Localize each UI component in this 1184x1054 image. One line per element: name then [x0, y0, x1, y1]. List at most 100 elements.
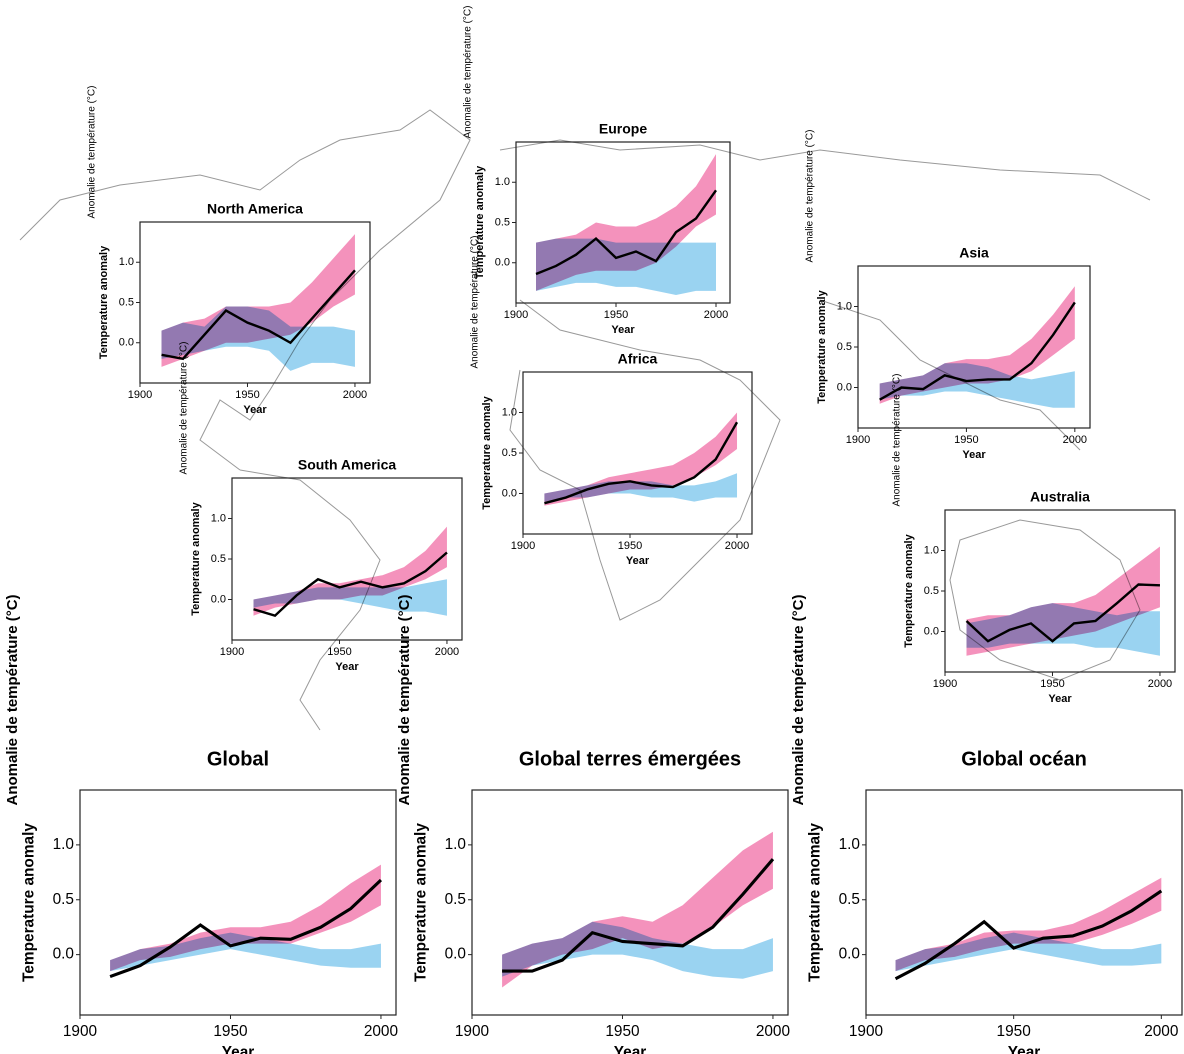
y-tick-label: 0.5: [839, 891, 860, 908]
y-tick-label: 0.0: [53, 946, 74, 963]
y-axis-label-alt: Anomalie de température (°C): [790, 594, 807, 805]
y-axis-label-alt: Anomalie de température (°C): [87, 86, 98, 219]
x-tick-label: 1900: [63, 1023, 97, 1040]
chart-title: Global terres émergées: [519, 748, 741, 770]
y-axis-label: Temperature anomaly: [190, 501, 202, 615]
y-axis-label-alt: Anomalie de température (°C): [892, 374, 903, 507]
x-tick-label: 2000: [364, 1023, 398, 1040]
band: [253, 579, 447, 616]
y-axis-label: Temperature anomaly: [413, 823, 430, 982]
y-axis-label: Temperature anomaly: [903, 533, 915, 647]
panel: 1900 1950 2000 0.0 0.5 1.0 North America Year Te…: [87, 86, 371, 416]
x-tick-label: 1900: [455, 1023, 489, 1040]
data-line: [894, 889, 1163, 981]
panel: 1900 1950 2000 0.0 0.5 1.0 Australia Year Temper…: [892, 374, 1176, 705]
y-tick-label: 0.0: [502, 487, 517, 499]
y-tick-label: 0.5: [495, 216, 510, 228]
panel: 1900 1950 2000 0.0 0.5 1.0 South America Year Te…: [179, 342, 463, 673]
y-tick-label: 0.0: [119, 337, 134, 349]
y-tick-label: 0.0: [495, 257, 510, 269]
x-tick-label: 1950: [1040, 678, 1064, 690]
x-tick-label: 2000: [343, 389, 367, 401]
x-tick-label: 1950: [618, 540, 642, 552]
x-tick-label: 1950: [997, 1023, 1031, 1040]
y-tick-label: 0.0: [211, 593, 226, 605]
y-tick-label: 1.0: [839, 836, 860, 853]
x-tick-label: 1950: [327, 646, 351, 658]
y-tick-label: 0.5: [502, 447, 517, 459]
y-axis-label: Temperature anomaly: [481, 395, 493, 509]
y-tick-label: 0.5: [211, 553, 226, 565]
x-tick-label: 1900: [511, 540, 535, 552]
y-tick-label: 0.5: [924, 585, 939, 597]
band: [161, 306, 355, 371]
y-axis-label: Temperature anomaly: [807, 823, 824, 982]
x-axis-label: Year: [335, 661, 359, 673]
data-line: [109, 878, 383, 979]
plot-frame: [471, 789, 789, 1016]
x-axis-label: Year: [626, 555, 650, 567]
x-tick-label: 2000: [756, 1023, 790, 1040]
data-line: [544, 421, 739, 505]
band: [879, 363, 1075, 408]
panel: 1900 1950 2000 0.0 0.5 1.0 Africa Year Temperatu…: [470, 236, 753, 567]
chart-title: Global océan: [961, 748, 1087, 770]
y-tick-label: 1.0: [495, 176, 510, 188]
chart-title: South America: [298, 457, 396, 473]
x-tick-label: 1900: [504, 309, 528, 321]
x-tick-label: 1900: [220, 646, 244, 658]
band: [536, 238, 716, 295]
y-tick-label: 0.5: [445, 891, 466, 908]
y-axis-label-alt: Anomalie de température (°C): [4, 594, 21, 805]
x-tick-label: 2000: [1144, 1023, 1178, 1040]
y-tick-label: 1.0: [445, 836, 466, 853]
chart-title: Africa: [618, 351, 658, 367]
panel: 1900 1950 2000 0.0 0.5 1.0 Global Year Temperatu…: [4, 594, 398, 1054]
x-axis-label: Year: [1048, 693, 1072, 705]
y-axis-label-alt: Anomalie de température (°C): [179, 342, 190, 475]
data-line: [161, 269, 356, 361]
y-tick-label: 1.0: [53, 836, 74, 853]
x-tick-label: 1900: [846, 434, 870, 446]
y-tick-label: 1.0: [119, 256, 134, 268]
panel: 1900 1950 2000 0.0 0.5 1.0 Global océan Year Tem…: [790, 594, 1183, 1054]
band: [895, 932, 1162, 972]
x-axis-label: Year: [1008, 1044, 1041, 1054]
x-axis-label: Year: [962, 449, 986, 461]
data-line: [535, 189, 717, 276]
y-tick-label: 0.5: [53, 891, 74, 908]
band: [544, 473, 738, 502]
x-tick-label: 2000: [725, 540, 749, 552]
panel: 1900 1950 2000 0.0 0.5 1.0 Asia Year Temperature…: [805, 130, 1091, 461]
y-tick-label: 1.0: [837, 300, 852, 312]
x-tick-label: 1950: [235, 389, 259, 401]
chart-title: Global: [207, 748, 269, 770]
band: [110, 932, 381, 972]
y-axis-label: Temperature anomaly: [98, 245, 110, 359]
x-tick-label: 2000: [435, 646, 459, 658]
y-tick-label: 0.0: [837, 381, 852, 393]
x-tick-label: 2000: [704, 309, 728, 321]
chart-title: Europe: [599, 121, 647, 137]
data-line: [965, 583, 1160, 643]
x-tick-label: 2000: [1063, 434, 1087, 446]
x-axis-label: Year: [611, 324, 635, 336]
data-line: [253, 551, 448, 618]
x-tick-label: 1950: [605, 1023, 639, 1040]
x-tick-label: 1900: [128, 389, 152, 401]
x-tick-label: 1950: [213, 1023, 247, 1040]
y-tick-label: 0.0: [839, 946, 860, 963]
y-tick-label: 0.0: [445, 946, 466, 963]
y-axis-label-alt: Anomalie de température (°C): [805, 130, 816, 263]
x-tick-label: 1950: [604, 309, 628, 321]
x-axis-label: Year: [222, 1044, 255, 1054]
y-tick-label: 1.0: [924, 544, 939, 556]
y-axis-label-alt: Anomalie de température (°C): [396, 594, 413, 805]
y-tick-label: 0.5: [119, 296, 134, 308]
y-axis-label: Temperature anomaly: [21, 823, 38, 982]
chart-title: North America: [207, 201, 303, 217]
x-tick-label: 1950: [954, 434, 978, 446]
y-tick-label: 0.0: [924, 625, 939, 637]
x-tick-label: 2000: [1148, 678, 1172, 690]
